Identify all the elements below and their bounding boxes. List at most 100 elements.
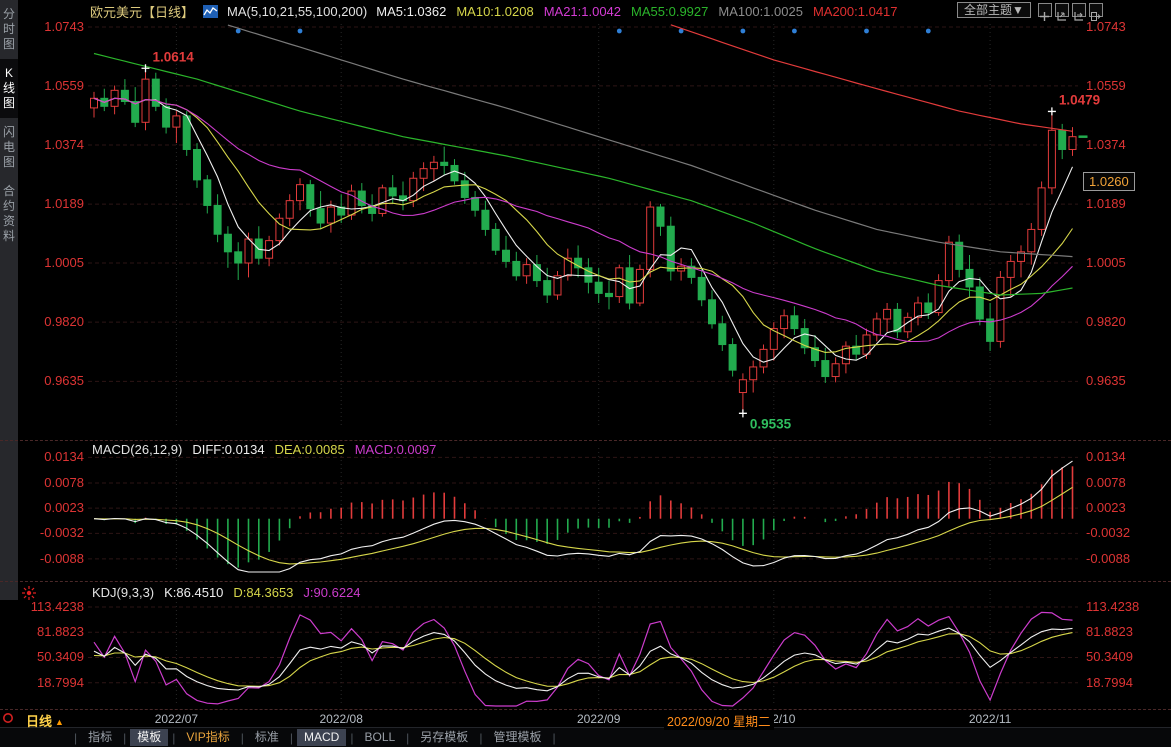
line-chart-icon xyxy=(203,5,219,18)
macd-title: MACD(26,12,9) xyxy=(92,442,183,457)
main-axis-label: 0.9635 xyxy=(44,373,84,389)
crosshair-date-tooltip: 2022/09/20 星期二 xyxy=(664,711,774,730)
tab-指标[interactable]: 指标 xyxy=(88,730,113,744)
macd-axis-label: -0.0032 xyxy=(1086,525,1131,541)
indicator-value-label: MACD:0.0097 xyxy=(354,442,437,457)
kdj-axis-label: 18.7994 xyxy=(37,674,84,690)
main-axis-label: 0.9635 xyxy=(1086,373,1126,389)
chart-type-sidebar: 分时图 K线图闪电图合约资料 xyxy=(0,0,18,600)
ma-value-label: MA10:1.0208 xyxy=(456,4,534,19)
exit-icon[interactable] xyxy=(1089,3,1103,21)
tab-另存模板[interactable]: 另存模板 xyxy=(420,730,469,744)
kdj-axis-label: 81.8823 xyxy=(1086,624,1133,640)
ma-values: MA5:1.0362 MA10:1.0208 MA21:1.0042 MA55:0.9… xyxy=(376,4,907,19)
main-axis-label: 0.9820 xyxy=(44,314,84,330)
macd-header: MACD(26,12,9) DIFF:0.0134 DEA:0.0085 MACD:0… xyxy=(92,442,456,457)
kdj-axis-label: 50.3409 xyxy=(1086,649,1133,665)
tab-separator: | xyxy=(406,730,410,745)
indicator-value-label: K:86.4510 xyxy=(164,585,224,600)
macd-axis-label: 0.0023 xyxy=(1086,500,1126,516)
x-axis-label: 2022/09 xyxy=(576,712,621,726)
tab-separator: | xyxy=(240,730,244,745)
pan-chart-icon[interactable] xyxy=(1072,3,1086,21)
sidebar-item-分时图[interactable]: 分时图 xyxy=(2,7,15,51)
sidebar-item-闪电图[interactable]: 闪电图 xyxy=(2,125,15,169)
macd-axis-label: 0.0023 xyxy=(44,500,84,516)
template-tabbar: | 指标 | 模板 | VIP指标 | 标准 | MACD | BOLL | 另存模板 | 管理模板 | xyxy=(0,727,1171,747)
page-title: 欧元美元【日线】 xyxy=(90,5,195,20)
macd-axis-label: 0.0078 xyxy=(1086,475,1126,491)
tab-separator: | xyxy=(74,730,78,745)
main-axis-label: 1.0189 xyxy=(44,196,84,212)
kdj-axis-label: 113.4238 xyxy=(30,599,84,614)
sidebar-item-K线图[interactable]: K线图 xyxy=(0,59,18,118)
tab-VIP指标[interactable]: VIP指标 xyxy=(186,730,230,744)
tab-separator: | xyxy=(123,730,127,745)
tab-模板[interactable]: 模板 xyxy=(130,729,169,746)
current-price-tag: 1.0260 xyxy=(1083,172,1135,192)
main-axis-label: 1.0005 xyxy=(1086,255,1126,270)
main-axis-label: 1.0374 xyxy=(44,137,84,152)
period-selector[interactable]: 日线 ▲ xyxy=(26,714,64,729)
panel-divider[interactable] xyxy=(0,581,1171,582)
tab-BOLL[interactable]: BOLL xyxy=(364,730,396,744)
ma-value-label: MA5:1.0362 xyxy=(376,4,447,19)
ma-value-label: MA200:1.0417 xyxy=(812,4,898,19)
x-axis-label: 2022/11 xyxy=(968,712,1012,726)
svg-text:0.9535: 0.9535 xyxy=(750,416,792,431)
tab-MACD[interactable]: MACD xyxy=(297,729,347,746)
kdj-title: KDJ(9,3,3) xyxy=(92,585,155,600)
theme-select-button[interactable]: 全部主题▼ xyxy=(957,2,1031,18)
ma-value-label: MA55:0.9927 xyxy=(631,4,709,19)
main-axis-label: 1.0559 xyxy=(44,77,84,93)
tab-separator: | xyxy=(479,730,483,745)
indicator-value-label: J:90.6224 xyxy=(303,585,361,600)
chevron-up-icon: ▲ xyxy=(55,717,64,727)
move-icon[interactable] xyxy=(1038,3,1052,21)
svg-text:1.0614: 1.0614 xyxy=(153,49,195,64)
panel-divider[interactable] xyxy=(0,440,1171,441)
main-axis-label: 1.0559 xyxy=(1086,77,1126,93)
alert-icon[interactable] xyxy=(20,584,38,602)
main-axis-label: 1.0374 xyxy=(1086,137,1126,152)
main-axis-label: 1.0743 xyxy=(44,19,84,34)
kdj-axis-label: 113.4238 xyxy=(1086,599,1140,614)
ma-settings-label: MA(5,10,21,55,100,200) xyxy=(227,4,368,19)
kdj-chart-canvas[interactable] xyxy=(88,584,1078,708)
svg-text:1.0479: 1.0479 xyxy=(1059,92,1100,107)
sidebar-item-合约资料[interactable]: 合约资料 xyxy=(2,184,15,243)
corner-alert-icon xyxy=(3,713,13,723)
kdj-axis-label: 18.7994 xyxy=(1086,674,1133,690)
main-axis-label: 1.0743 xyxy=(1086,19,1126,34)
main-axis-label: 0.9820 xyxy=(1086,314,1126,330)
indicator-value-label: DIFF:0.0134 xyxy=(192,442,265,457)
macd-axis-label: -0.0088 xyxy=(39,550,84,566)
indicator-value-label: D:84.3653 xyxy=(233,585,294,600)
main-axis-label: 1.0005 xyxy=(44,255,84,270)
panel-divider xyxy=(0,709,1171,710)
tab-separator: | xyxy=(289,730,294,745)
kdj-header: KDJ(9,3,3) K:86.4510 D:84.3653 J:90.6224 xyxy=(92,585,381,600)
tab-管理模板[interactable]: 管理模板 xyxy=(493,730,542,744)
ma-value-label: MA21:1.0042 xyxy=(543,4,622,19)
main-chart-canvas[interactable]: 1.0614 1.0479 0.9535 xyxy=(88,22,1100,431)
tab-标准[interactable]: 标准 xyxy=(254,730,279,744)
macd-axis-label: 0.0078 xyxy=(44,475,84,491)
kdj-axis-label: 50.3409 xyxy=(37,649,84,665)
x-axis-label: 2022/08 xyxy=(319,712,363,726)
macd-axis-label: 0.0134 xyxy=(44,449,84,465)
x-axis-label: 2022/07 xyxy=(154,712,199,726)
indicator-value-label: DEA:0.0085 xyxy=(274,442,345,457)
macd-axis-label: 0.0134 xyxy=(1086,449,1126,465)
ma-value-label: MA100:1.0025 xyxy=(718,4,803,19)
chart-header: 欧元美元【日线】 MA(5,10,21,55,100,200) MA5:1.03… xyxy=(90,3,908,20)
macd-chart-canvas[interactable] xyxy=(88,440,1078,580)
tab-separator: | xyxy=(552,730,556,745)
macd-axis-label: -0.0032 xyxy=(39,525,84,541)
tab-separator: | xyxy=(350,730,354,745)
main-axis-label: 1.0189 xyxy=(1086,196,1126,212)
fit-chart-icon[interactable] xyxy=(1055,3,1069,21)
kdj-axis-label: 81.8823 xyxy=(37,624,84,640)
macd-axis-label: -0.0088 xyxy=(1086,550,1131,566)
tab-separator: | xyxy=(172,730,176,745)
